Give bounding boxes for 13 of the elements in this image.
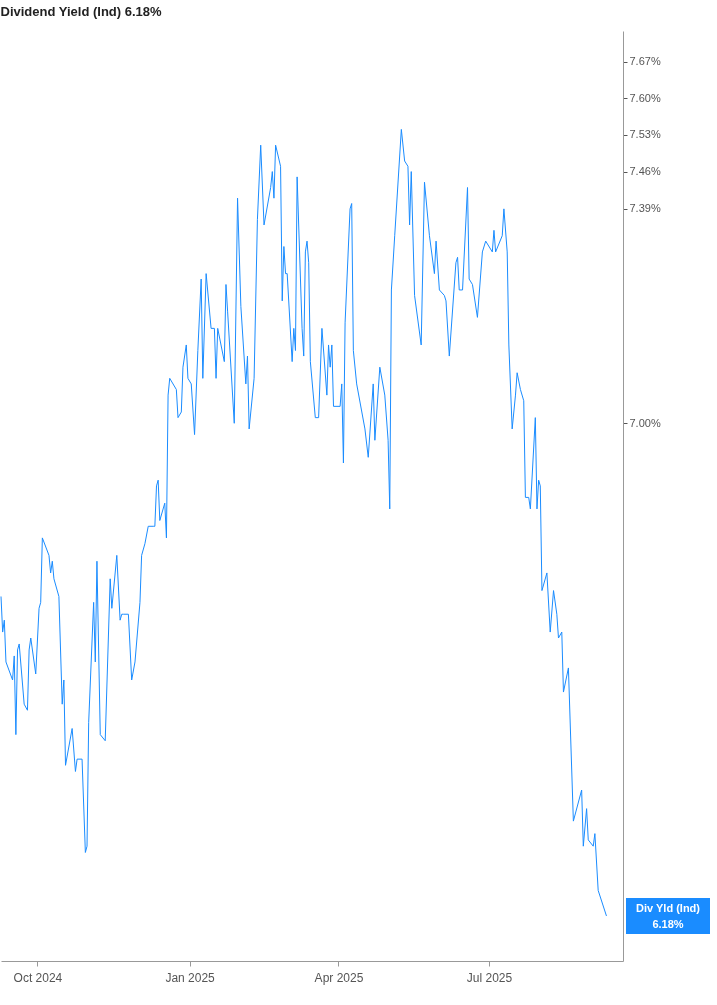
x-tick-label: Oct 2024 — [13, 970, 63, 985]
x-tick-label: Apr 2025 — [314, 970, 364, 985]
y-tick-label: 7.39% — [629, 202, 661, 215]
y-tick-label: 7.00% — [629, 416, 661, 429]
x-tick-label: Jul 2025 — [466, 970, 513, 985]
y-tick-label: 7.53% — [629, 128, 661, 141]
chart-title: Dividend Yield (Ind) 6.18% — [0, 4, 163, 19]
text: Div Yld (Ind) 6.18% — [636, 901, 701, 930]
y-tick-label: 7.46% — [629, 165, 661, 178]
y-tick-label: 7.60% — [629, 91, 661, 104]
x-tick-label: Jan 2025 — [165, 970, 216, 985]
y-tick-label: 7.67% — [629, 55, 661, 68]
line-series — [0, 128, 607, 917]
